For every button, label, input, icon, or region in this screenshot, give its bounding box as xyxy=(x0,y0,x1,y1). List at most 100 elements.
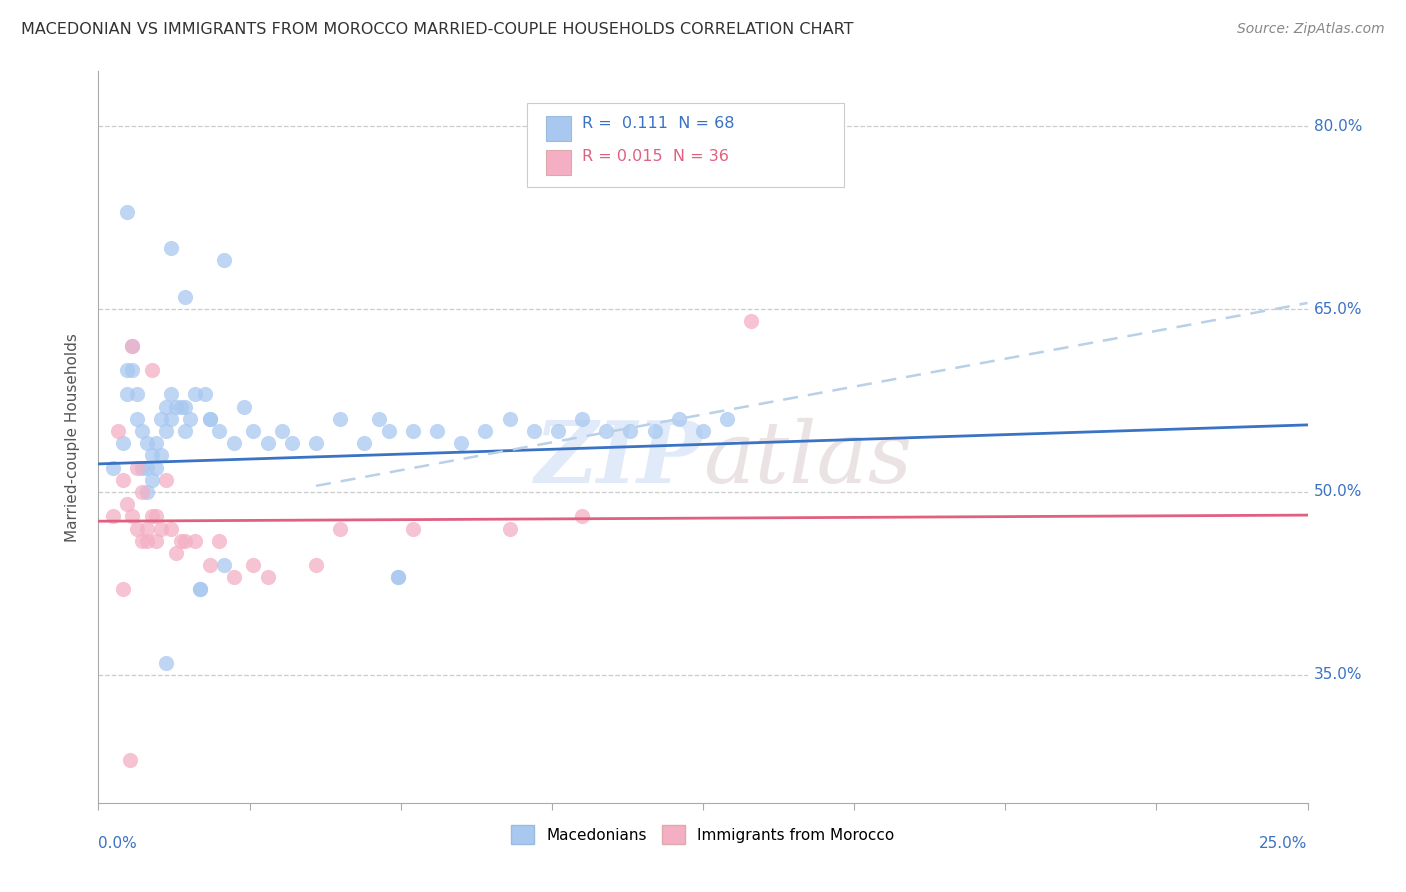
Point xyxy=(179,411,201,425)
Point xyxy=(353,436,375,450)
Point xyxy=(595,424,617,438)
Point xyxy=(571,411,593,425)
Point xyxy=(141,363,163,377)
Point xyxy=(174,533,197,548)
Point xyxy=(145,436,167,450)
Text: 65.0%: 65.0% xyxy=(1313,301,1362,317)
Point xyxy=(194,387,217,401)
Point xyxy=(127,460,149,475)
Point xyxy=(145,460,167,475)
Point xyxy=(402,521,425,535)
Point xyxy=(402,424,425,438)
Text: atlas: atlas xyxy=(703,417,912,500)
Point xyxy=(305,436,328,450)
Point xyxy=(117,387,139,401)
Point xyxy=(174,400,197,414)
Point xyxy=(222,570,245,584)
Y-axis label: Married-couple Households: Married-couple Households xyxy=(65,333,80,541)
Text: ZIP: ZIP xyxy=(536,417,703,500)
Point xyxy=(208,424,231,438)
Point xyxy=(184,533,207,548)
Point xyxy=(271,424,294,438)
Point xyxy=(121,363,143,377)
Point xyxy=(426,424,449,438)
Point xyxy=(716,411,738,425)
Point xyxy=(131,533,153,548)
Point xyxy=(107,424,129,438)
Point xyxy=(160,411,183,425)
Text: 35.0%: 35.0% xyxy=(1313,667,1362,682)
Point xyxy=(184,387,207,401)
Point xyxy=(165,400,187,414)
Point xyxy=(740,314,762,328)
Point xyxy=(117,363,139,377)
Point xyxy=(135,460,157,475)
Point xyxy=(127,411,149,425)
Point xyxy=(117,204,139,219)
Point xyxy=(169,533,191,548)
Point xyxy=(232,400,254,414)
Point xyxy=(118,753,141,767)
Point xyxy=(387,570,409,584)
Point xyxy=(498,411,520,425)
Point xyxy=(155,473,177,487)
Point xyxy=(450,436,472,450)
Point xyxy=(571,509,593,524)
Point xyxy=(368,411,391,425)
Point xyxy=(387,570,409,584)
Text: 50.0%: 50.0% xyxy=(1313,484,1362,500)
Point xyxy=(169,400,191,414)
Point xyxy=(377,424,399,438)
Point xyxy=(117,497,139,511)
Point xyxy=(305,558,328,573)
Point xyxy=(212,253,235,268)
Point xyxy=(135,484,157,499)
Text: 0.0%: 0.0% xyxy=(98,836,138,851)
Point xyxy=(256,570,278,584)
Point xyxy=(547,424,569,438)
Point xyxy=(474,424,496,438)
Point xyxy=(188,582,211,597)
Legend: Macedonians, Immigrants from Morocco: Macedonians, Immigrants from Morocco xyxy=(505,819,901,850)
Point xyxy=(155,656,177,670)
Point xyxy=(150,448,173,462)
Point xyxy=(692,424,714,438)
Point xyxy=(329,521,352,535)
Point xyxy=(135,521,157,535)
Point xyxy=(141,448,163,462)
Point xyxy=(160,387,183,401)
Point xyxy=(121,338,143,352)
Point xyxy=(212,558,235,573)
Point xyxy=(174,424,197,438)
Point xyxy=(160,521,183,535)
Point xyxy=(141,473,163,487)
Point xyxy=(127,387,149,401)
Point xyxy=(155,400,177,414)
Point xyxy=(242,558,264,573)
Point xyxy=(155,424,177,438)
Point xyxy=(281,436,304,450)
Point xyxy=(131,460,153,475)
Point xyxy=(135,436,157,450)
Point xyxy=(222,436,245,450)
Point xyxy=(111,473,134,487)
Point xyxy=(198,411,221,425)
Text: R =  0.111  N = 68: R = 0.111 N = 68 xyxy=(582,116,734,131)
Point xyxy=(150,411,173,425)
Text: MACEDONIAN VS IMMIGRANTS FROM MOROCCO MARRIED-COUPLE HOUSEHOLDS CORRELATION CHAR: MACEDONIAN VS IMMIGRANTS FROM MOROCCO MA… xyxy=(21,22,853,37)
Point xyxy=(121,338,143,352)
Point xyxy=(198,558,221,573)
Text: 80.0%: 80.0% xyxy=(1313,119,1362,134)
Point xyxy=(256,436,278,450)
Point xyxy=(141,509,163,524)
Point xyxy=(668,411,690,425)
Point xyxy=(127,521,149,535)
Point xyxy=(174,290,197,304)
Point xyxy=(498,521,520,535)
Point xyxy=(619,424,641,438)
Point xyxy=(111,436,134,450)
Point xyxy=(160,241,183,255)
Point xyxy=(121,509,143,524)
Point xyxy=(145,533,167,548)
Point xyxy=(329,411,352,425)
